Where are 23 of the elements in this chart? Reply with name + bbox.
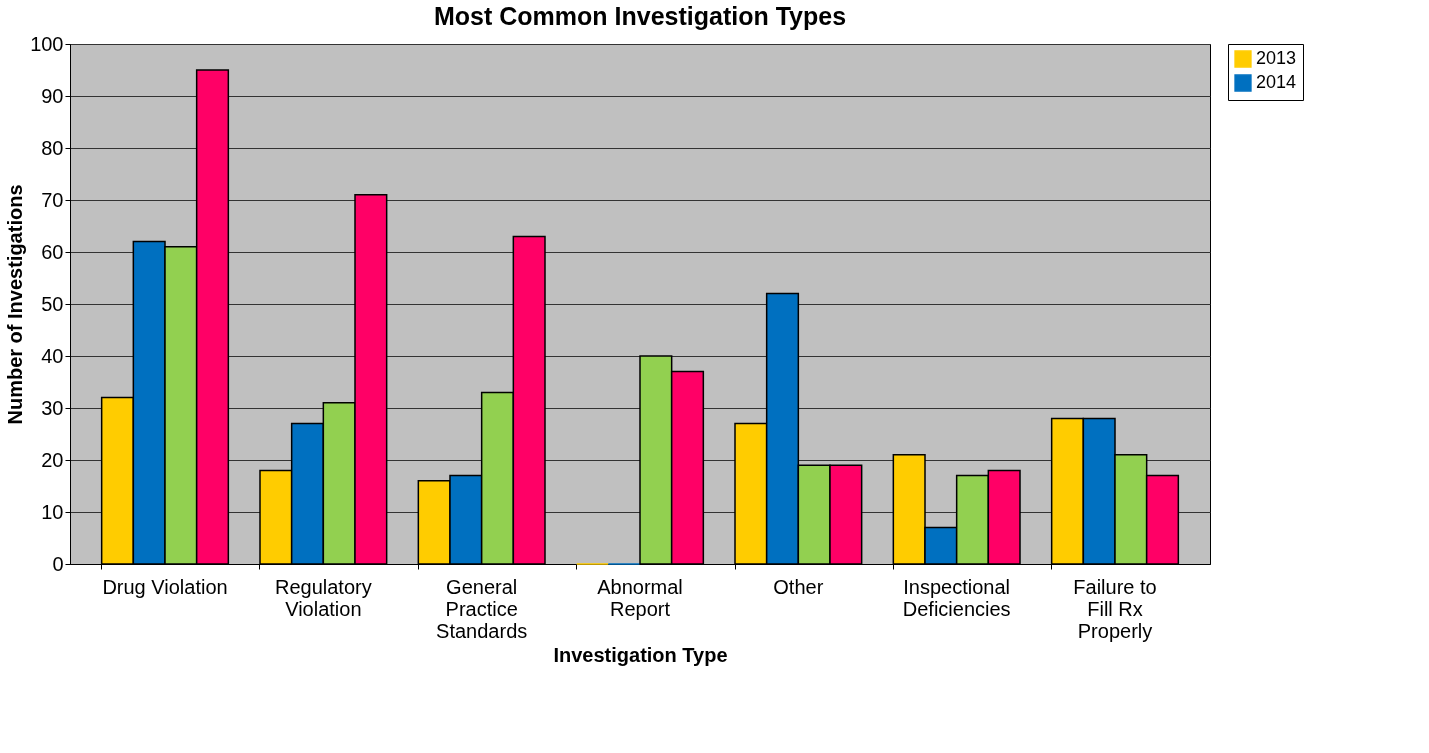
- chart-title: Most Common Investigation Types: [433, 2, 847, 30]
- y-tick-label: 20: [41, 448, 64, 471]
- y-tick-label: 0: [52, 552, 64, 575]
- x-tick-label: Other: [773, 575, 824, 598]
- x-tick-label: Regulatory Violation: [274, 575, 372, 620]
- legend-label: 2014: [1256, 72, 1297, 92]
- y-tick-label: 100: [30, 32, 64, 55]
- x-tick-label: General Practice Standards: [436, 575, 528, 642]
- y-axis-title: Number of Investigations: [4, 184, 27, 425]
- x-tick-label: Drug Violation: [102, 575, 228, 598]
- y-tick-label: 50: [41, 292, 64, 315]
- y-tick-label: 60: [41, 240, 64, 263]
- y-tick-label: 80: [41, 136, 64, 159]
- x-tick-label: Failure to Fill Rx Properly: [1073, 575, 1157, 642]
- y-tick-label: 90: [41, 84, 64, 107]
- legend-label: 2013: [1256, 48, 1297, 68]
- y-tick-label: 30: [41, 396, 64, 419]
- y-tick-label: 10: [41, 500, 64, 523]
- x-axis-title: Investigation Type: [553, 643, 728, 666]
- x-tick-label: Inspectional Deficiencies: [902, 575, 1011, 620]
- y-tick-label: 70: [41, 188, 64, 211]
- y-tick-label: 40: [41, 344, 64, 367]
- x-tick-label: Abnormal Report: [597, 575, 683, 620]
